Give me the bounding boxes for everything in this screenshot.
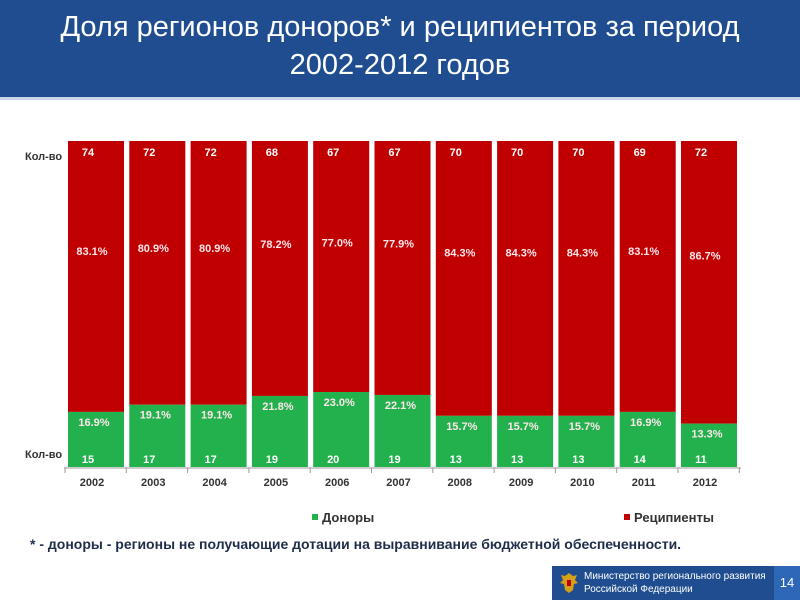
bar-donors-2002 (68, 411, 124, 467)
bar-recipients-2005 (251, 141, 308, 396)
page-number: 14 (774, 566, 800, 600)
bar-donors-2003 (129, 404, 186, 467)
ministry-line-1: Министерство регионального развития (584, 571, 766, 582)
bar-recipients-2011 (619, 141, 676, 412)
bar-recipients-2009 (497, 141, 554, 416)
pct-recipients-2002: 83.1% (76, 246, 107, 258)
x-tick-2006: 2006 (325, 477, 349, 489)
count-donors-2012: 11 (695, 454, 707, 466)
slide-title: Доля регионов доноров* и реципиентов за … (0, 8, 800, 84)
count-donors-2006: 20 (327, 454, 339, 466)
pct-donors-2002: 16.9% (78, 417, 109, 429)
bar-donors-2007 (374, 394, 431, 467)
bar-recipients-2012 (681, 141, 737, 424)
pct-recipients-2005: 78.2% (260, 239, 291, 251)
count-recipients-2008: 70 (450, 147, 462, 159)
count-recipients-2006: 67 (327, 147, 339, 159)
bar-donors-2011 (619, 411, 676, 467)
count-donors-2004: 17 (204, 454, 216, 466)
pct-recipients-2008: 84.3% (444, 247, 475, 259)
ministry-name: Министерство регионального развития Росс… (584, 570, 774, 596)
pct-recipients-2006: 77.0% (322, 237, 353, 249)
pct-donors-2008: 15.7% (446, 421, 477, 433)
count-recipients-2004: 72 (204, 147, 216, 159)
count-donors-2005: 19 (266, 454, 278, 466)
count-recipients-2010: 70 (572, 147, 584, 159)
count-donors-2002: 15 (82, 454, 94, 466)
ministry-line-2: Российской Федерации (584, 584, 693, 595)
count-recipients-2011: 69 (634, 147, 646, 159)
pct-donors-2010: 15.7% (569, 421, 600, 433)
bar-donors-2005 (251, 395, 308, 467)
x-tick-2004: 2004 (202, 477, 227, 489)
bar-recipients-2002 (68, 141, 124, 412)
count-donors-2007: 19 (388, 454, 400, 466)
count-recipients-2009: 70 (511, 147, 523, 159)
pct-donors-2003: 19.1% (140, 410, 171, 422)
pct-donors-2007: 22.1% (385, 400, 416, 412)
footnote: * - доноры - регионы не получающие дотац… (30, 536, 682, 552)
pct-donors-2004: 19.1% (201, 410, 232, 422)
title-line-1: Доля регионов доноров* и реципиентов за … (60, 11, 740, 43)
pct-recipients-2003: 80.9% (138, 243, 169, 255)
pct-recipients-2004: 80.9% (199, 243, 230, 255)
bar-donors-2004 (190, 404, 247, 467)
title-bar: Доля регионов доноров* и реципиентов за … (0, 0, 800, 100)
bar-recipients-2010 (558, 141, 615, 416)
x-tick-2011: 2011 (632, 477, 656, 489)
pct-recipients-2007: 77.9% (383, 239, 414, 251)
x-tick-2008: 2008 (448, 477, 472, 489)
pct-donors-2006: 23.0% (324, 397, 355, 409)
legend-recipients: Реципиенты (624, 510, 714, 525)
bar-donors-2010 (558, 415, 615, 467)
pct-donors-2011: 16.9% (630, 417, 661, 429)
pct-recipients-2010: 84.3% (567, 247, 598, 259)
count-donors-2003: 17 (143, 454, 155, 466)
count-label-top: Кол-во (25, 151, 63, 163)
count-recipients-2007: 67 (388, 147, 400, 159)
bar-donors-2006 (313, 392, 370, 467)
count-recipients-2002: 74 (82, 147, 95, 159)
count-donors-2011: 14 (634, 454, 647, 466)
stacked-bar-chart: 74 15 83.1% 16.9% 2002 72 17 80.9% 19.1% 2003 72 17… (64, 141, 741, 489)
x-tick-2007: 2007 (386, 477, 410, 489)
x-tick-2005: 2005 (264, 477, 288, 489)
pct-donors-2012: 13.3% (691, 429, 722, 441)
x-tick-2003: 2003 (141, 477, 165, 489)
count-recipients-2012: 72 (695, 147, 707, 159)
count-donors-2010: 13 (572, 454, 584, 466)
x-tick-2009: 2009 (509, 477, 533, 489)
x-tick-2002: 2002 (80, 477, 104, 489)
pct-donors-2009: 15.7% (507, 421, 538, 433)
ministry-footer: Министерство регионального развития Росс… (552, 566, 800, 600)
pct-recipients-2012: 86.7% (689, 251, 720, 263)
legend-recipients-label: Реципиенты (634, 510, 714, 525)
bar-recipients-2004 (190, 141, 247, 405)
count-donors-2008: 13 (450, 454, 462, 466)
legend-donors-label: Доноры (322, 510, 375, 525)
legend-donors: Доноры (312, 510, 375, 525)
pct-recipients-2009: 84.3% (505, 247, 536, 259)
bar-recipients-2007 (374, 141, 431, 395)
x-tick-2010: 2010 (570, 477, 594, 489)
count-recipients-2003: 72 (143, 147, 155, 159)
bar-donors-2012 (681, 423, 737, 467)
bar-donors-2009 (497, 415, 554, 467)
pct-donors-2005: 21.8% (262, 401, 293, 413)
count-donors-2009: 13 (511, 454, 523, 466)
legend-donors-swatch (312, 514, 318, 520)
bar-recipients-2003 (129, 141, 186, 405)
coat-of-arms-icon (560, 573, 578, 593)
bar-recipients-2006 (313, 141, 370, 393)
legend-recipients-swatch (624, 514, 630, 520)
count-recipients-2005: 68 (266, 147, 278, 159)
count-label-bottom: Кол-во (25, 449, 63, 461)
x-tick-2012: 2012 (693, 477, 717, 489)
title-line-2: 2002-2012 годов (289, 49, 511, 81)
bar-recipients-2008 (435, 141, 492, 416)
pct-recipients-2011: 83.1% (628, 246, 659, 258)
bar-donors-2008 (435, 415, 492, 467)
